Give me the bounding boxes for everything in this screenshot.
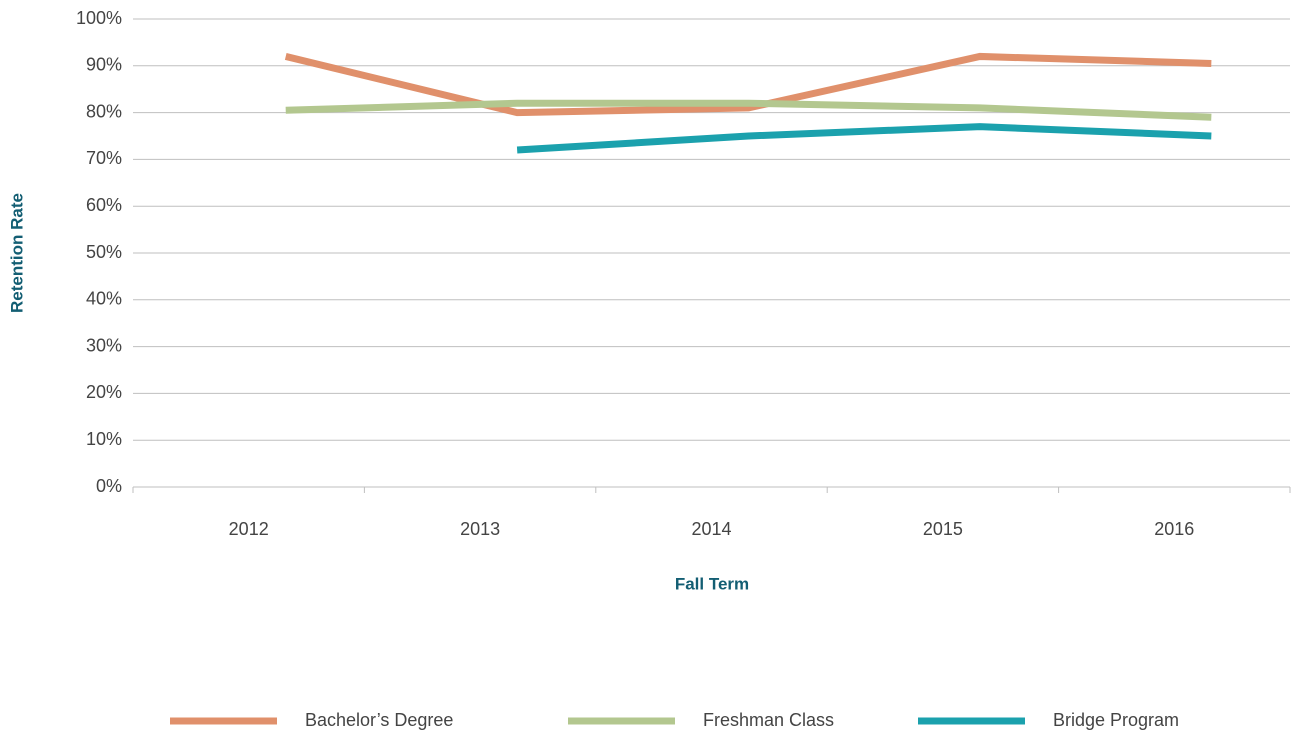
y-tick-label: 80% (86, 101, 122, 121)
x-tick-label: 2016 (1154, 519, 1194, 539)
y-tick-label: 40% (86, 289, 122, 309)
y-tick-label: 70% (86, 148, 122, 168)
x-tick-label: 2012 (229, 519, 269, 539)
y-tick-label: 20% (86, 382, 122, 402)
legend-label: Freshman Class (703, 710, 834, 730)
y-tick-label: 100% (76, 8, 122, 28)
x-tick-label: 2015 (923, 519, 963, 539)
y-tick-label: 60% (86, 195, 122, 215)
y-tick-label: 0% (96, 476, 122, 496)
series-line (284, 52, 1212, 117)
legend-label: Bridge Program (1053, 710, 1179, 730)
y-axis-title: Retention Rate (7, 193, 26, 313)
x-tick-label: 2013 (460, 519, 500, 539)
y-tick-label: 10% (86, 429, 122, 449)
y-tick-label: 90% (86, 55, 122, 75)
legend-label: Bachelor’s Degree (305, 710, 453, 730)
y-tick-label: 50% (86, 242, 122, 262)
x-tick-label: 2014 (691, 519, 731, 539)
series-line (516, 123, 1212, 154)
y-tick-label: 30% (86, 335, 122, 355)
series-line (285, 99, 1212, 121)
x-axis-title: Fall Term (675, 574, 749, 593)
